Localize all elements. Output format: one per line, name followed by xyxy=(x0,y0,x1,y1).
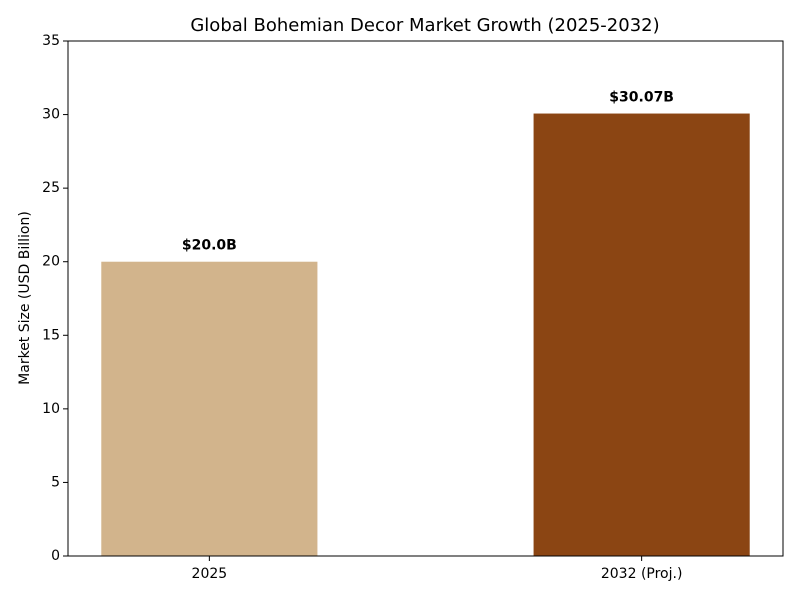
plot-area xyxy=(101,113,750,556)
y-tick-label: 20 xyxy=(42,254,60,270)
x-tick-label: 2025 xyxy=(192,566,228,582)
y-tick-label: 0 xyxy=(51,548,60,564)
chart-title: Global Bohemian Decor Market Growth (202… xyxy=(190,15,659,36)
y-tick-label: 30 xyxy=(42,107,60,123)
y-tick-label: 25 xyxy=(42,180,60,196)
x-tick-label: 2032 (Proj.) xyxy=(601,566,683,582)
y-tick-label: 5 xyxy=(51,474,60,490)
y-axis-label: Market Size (USD Billion) xyxy=(17,211,33,385)
axes-frame xyxy=(67,40,784,557)
bar xyxy=(101,261,318,556)
value-label: $20.0B xyxy=(182,238,237,254)
y-tick-label: 15 xyxy=(42,327,60,343)
value-label: $30.07B xyxy=(609,90,674,106)
y-tick-label: 10 xyxy=(42,401,60,417)
y-tick-label: 35 xyxy=(42,33,60,49)
bar xyxy=(533,113,750,556)
